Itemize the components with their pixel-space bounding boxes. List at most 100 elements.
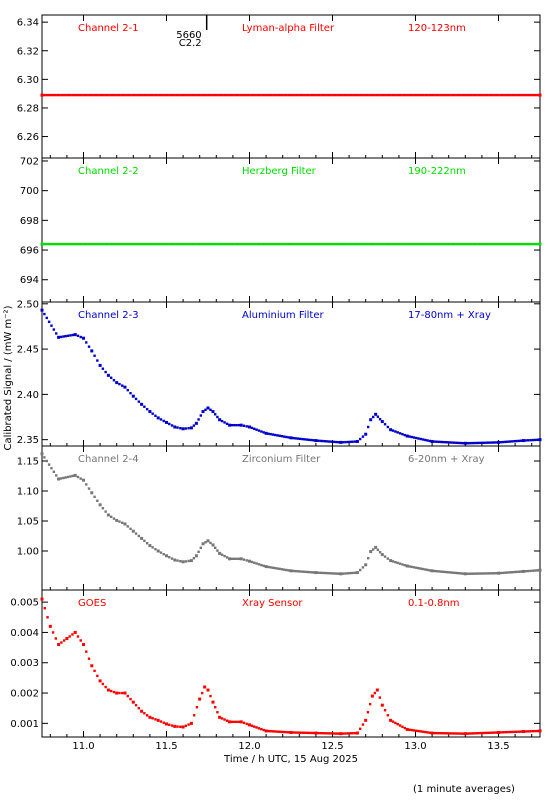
data-point bbox=[133, 242, 136, 246]
data-point bbox=[504, 571, 507, 574]
data-point bbox=[536, 569, 539, 572]
data-point bbox=[287, 436, 290, 439]
data-point bbox=[71, 333, 75, 337]
data-point bbox=[510, 93, 513, 97]
data-point bbox=[499, 571, 502, 575]
data-point bbox=[154, 718, 157, 721]
data-point bbox=[234, 93, 238, 97]
data-point bbox=[329, 242, 332, 246]
data-point bbox=[463, 441, 467, 445]
data-point bbox=[439, 242, 443, 246]
data-point bbox=[232, 242, 235, 246]
data-point bbox=[319, 731, 322, 735]
data-point bbox=[276, 434, 279, 437]
data-point bbox=[192, 424, 196, 427]
data-point bbox=[80, 93, 83, 97]
data-point bbox=[303, 93, 306, 97]
data-point bbox=[300, 242, 304, 246]
data-point bbox=[351, 440, 354, 443]
data-point bbox=[50, 467, 53, 470]
data-point bbox=[307, 438, 311, 442]
data-point bbox=[123, 691, 127, 695]
data-point bbox=[479, 441, 482, 445]
data-point bbox=[401, 563, 404, 566]
data-point bbox=[448, 242, 451, 246]
data-point bbox=[366, 557, 370, 560]
data-point bbox=[415, 729, 418, 732]
data-point bbox=[371, 93, 374, 97]
y-tick-label: 6.26 bbox=[17, 132, 39, 143]
data-point bbox=[459, 572, 463, 575]
data-point bbox=[394, 560, 397, 564]
data-point bbox=[402, 93, 405, 97]
data-point bbox=[248, 723, 251, 727]
data-point bbox=[325, 242, 328, 246]
data-point bbox=[40, 597, 44, 601]
data-point bbox=[219, 242, 222, 246]
data-point bbox=[398, 724, 402, 727]
data-point bbox=[455, 732, 458, 735]
data-point bbox=[316, 731, 320, 735]
data-point bbox=[485, 242, 489, 246]
data-point bbox=[45, 316, 48, 320]
data-point bbox=[115, 242, 119, 246]
data-point bbox=[62, 639, 66, 642]
data-point bbox=[223, 718, 226, 721]
data-point bbox=[228, 557, 232, 561]
data-point bbox=[271, 730, 275, 733]
data-point bbox=[175, 242, 178, 246]
data-point bbox=[373, 691, 377, 695]
data-point bbox=[201, 542, 205, 546]
data-point bbox=[538, 729, 542, 733]
y-tick-label: 6.32 bbox=[17, 46, 39, 57]
data-point bbox=[43, 242, 46, 246]
data-point bbox=[260, 728, 263, 731]
data-point bbox=[115, 93, 119, 97]
data-point bbox=[165, 554, 168, 558]
data-point bbox=[335, 440, 338, 444]
data-point bbox=[525, 93, 528, 97]
data-point bbox=[276, 730, 279, 733]
data-point bbox=[532, 242, 535, 246]
data-point bbox=[461, 572, 465, 575]
data-point bbox=[380, 553, 384, 557]
data-point bbox=[285, 568, 288, 572]
data-point bbox=[351, 571, 354, 575]
data-point bbox=[435, 570, 438, 573]
data-point bbox=[179, 725, 182, 728]
data-point bbox=[452, 93, 456, 97]
data-point bbox=[305, 93, 308, 97]
y-tick-label: 0.003 bbox=[10, 658, 39, 669]
data-point bbox=[364, 93, 368, 97]
data-point bbox=[54, 93, 57, 97]
data-point bbox=[45, 93, 48, 97]
data-point bbox=[168, 242, 172, 246]
data-point bbox=[373, 242, 376, 246]
data-point bbox=[312, 571, 315, 574]
data-point bbox=[218, 418, 222, 422]
data-point bbox=[209, 694, 212, 698]
data-point bbox=[69, 475, 72, 478]
data-point bbox=[143, 539, 146, 542]
panel-frame bbox=[41, 157, 541, 303]
data-point bbox=[153, 93, 156, 97]
data-point bbox=[102, 242, 105, 246]
data-point bbox=[457, 242, 460, 246]
data-point bbox=[415, 93, 418, 97]
data-point bbox=[415, 436, 418, 440]
data-point bbox=[410, 728, 413, 732]
data-point bbox=[490, 93, 493, 97]
data-point bbox=[235, 720, 238, 724]
data-point bbox=[73, 333, 77, 337]
data-point bbox=[408, 565, 411, 568]
data-point bbox=[536, 729, 539, 733]
panels: 6.26 6.28 6.30 6.32 6.34 Channel 2-1 Lyman-alp… bbox=[10, 14, 542, 752]
data-point bbox=[150, 242, 154, 246]
data-point bbox=[241, 93, 244, 97]
data-point bbox=[76, 334, 80, 338]
data-point bbox=[243, 242, 246, 246]
data-point bbox=[339, 440, 343, 444]
y-tick-label: 1.10 bbox=[17, 487, 39, 498]
data-point bbox=[446, 441, 449, 444]
data-point bbox=[292, 242, 295, 246]
